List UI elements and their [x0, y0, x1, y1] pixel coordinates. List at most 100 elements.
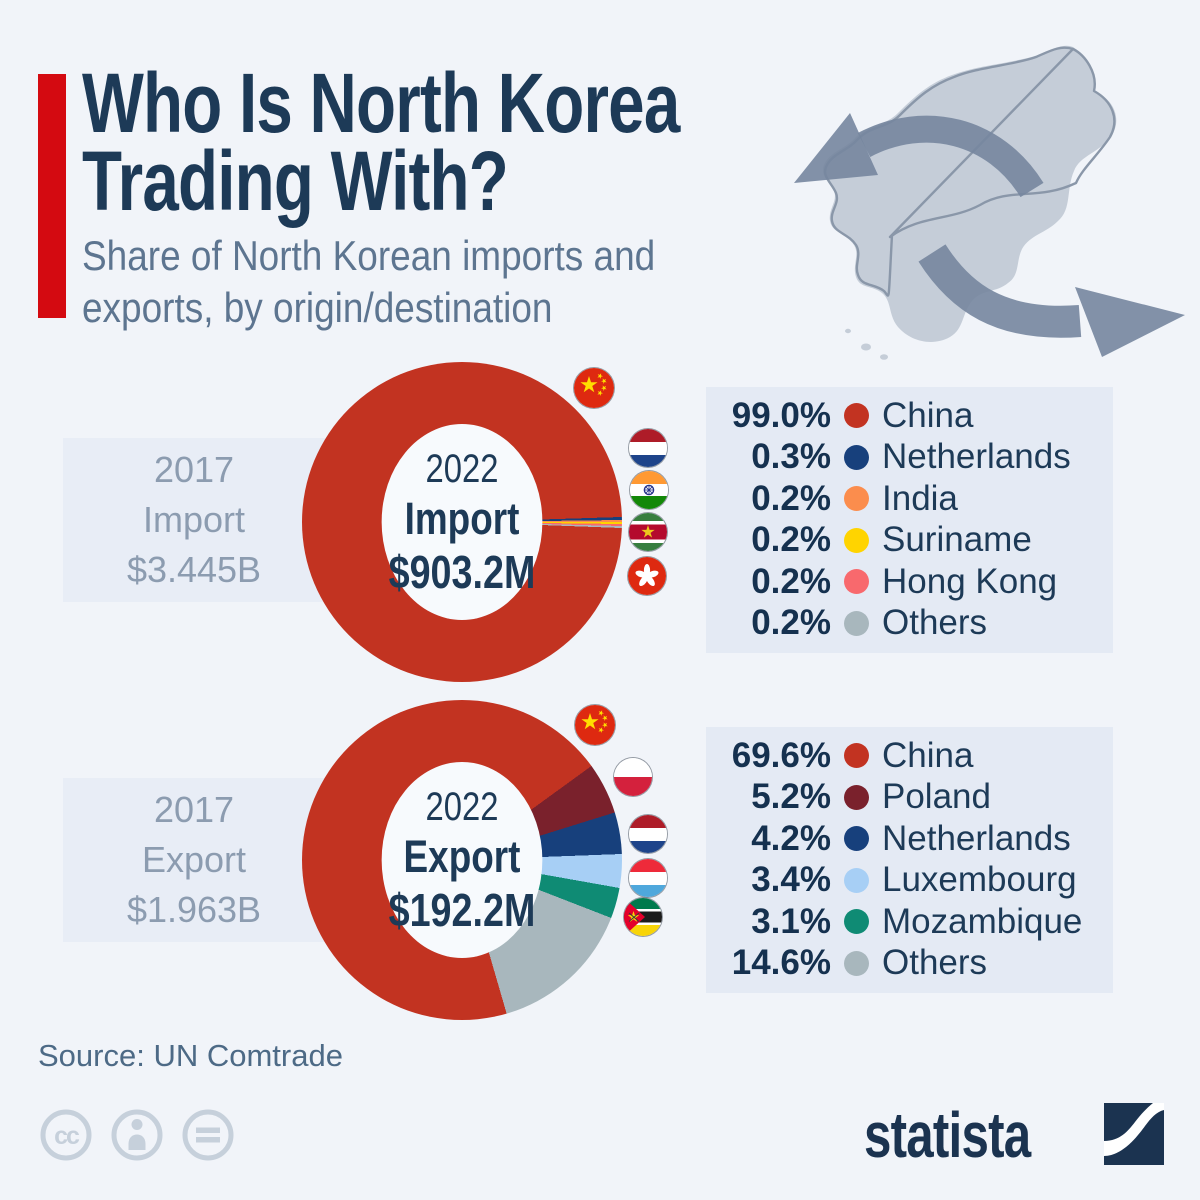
title-line-2: Trading With?	[82, 134, 509, 228]
flag-suriname-icon	[629, 513, 667, 551]
import-donut-center-label: 2022 Import $903.2M	[381, 424, 543, 620]
island-dot	[845, 328, 851, 334]
legend-label: Others	[882, 603, 988, 643]
flag-hong-kong-icon	[628, 557, 666, 595]
title-line-1: Who Is North Korea	[82, 56, 680, 150]
legend-dot	[844, 743, 869, 769]
legend-label: Hong Kong	[882, 561, 1058, 601]
import-legend-panel: 99.0% China 0.3% Netherlands 0.2% India …	[706, 387, 1113, 653]
subtitle-line-1: Share of North Korean imports and	[82, 232, 656, 279]
legend-pct: 4.2%	[751, 818, 831, 858]
legend-label: Poland	[882, 777, 991, 817]
legend-dot	[844, 610, 869, 636]
legend-pct: 99.0%	[731, 395, 831, 435]
export-donut-center-label: 2022 Export $192.2M	[381, 762, 543, 958]
legend-dot	[844, 909, 869, 935]
donut-flow: Export	[403, 831, 521, 882]
comparison-year: 2017	[153, 789, 235, 830]
legend-row: 3.4% Luxembourg	[706, 860, 1113, 902]
legend-dot	[844, 784, 869, 810]
donut-year: 2022	[425, 447, 499, 491]
legend-row: 0.2% Others	[706, 603, 1113, 645]
statista-wordmark: statista	[864, 1099, 1031, 1171]
donut-year: 2022	[425, 785, 499, 829]
subtitle-line-2: exports, by origin/destination	[82, 284, 553, 331]
legend-dot	[844, 950, 869, 976]
statista-logo-icon	[1104, 1103, 1164, 1165]
import-arrow-icon	[794, 113, 1044, 198]
legend-row: 99.0% China	[706, 395, 1113, 437]
island-dot	[880, 354, 888, 360]
no-derivatives-icon	[182, 1109, 234, 1161]
legend-pct: 3.1%	[751, 901, 831, 941]
legend-row: 3.1% Mozambique	[706, 901, 1113, 943]
legend-pct: 14.6%	[731, 943, 831, 983]
svg-text:cc: cc	[54, 1122, 80, 1150]
export-arrow-icon	[918, 244, 1185, 357]
flag-mozambique-icon	[624, 898, 662, 936]
comparison-total: $3.445B	[126, 549, 262, 590]
legend-row: 14.6% Others	[706, 943, 1113, 985]
comparison-year: 2017	[153, 449, 235, 490]
legend-dot	[844, 527, 869, 553]
comparison-total: $1.963B	[126, 889, 262, 930]
flag-china-icon	[575, 705, 615, 745]
legend-dot	[844, 826, 869, 852]
legend-pct: 0.2%	[751, 603, 831, 643]
flag-luxembourg-icon	[629, 859, 667, 897]
legend-label: Suriname	[882, 520, 1032, 560]
legend-label: Netherlands	[882, 437, 1071, 477]
legend-label: India	[882, 478, 958, 518]
legend-dot	[844, 867, 869, 893]
flag-china-icon	[574, 368, 614, 408]
import-donut-chart: 2022 Import $903.2M	[302, 362, 622, 682]
legend-label: Mozambique	[882, 901, 1083, 941]
legend-pct: 0.3%	[751, 437, 831, 477]
legend-label: China	[882, 735, 974, 775]
legend-pct: 0.2%	[751, 520, 831, 560]
flag-poland-icon	[614, 758, 652, 796]
donut-flow: Import	[404, 493, 520, 544]
island-dot	[861, 343, 871, 351]
accent-bar	[38, 74, 66, 318]
legend-row: 69.6% China	[706, 735, 1113, 777]
legend-dot	[844, 486, 869, 512]
legend-label: Luxembourg	[882, 860, 1077, 900]
legend-label: China	[882, 395, 974, 435]
source-note: Source: UN Comtrade	[38, 1038, 343, 1073]
legend-row: 5.2% Poland	[706, 777, 1113, 819]
legend-pct: 0.2%	[751, 478, 831, 518]
comparison-flow: Import	[142, 499, 246, 540]
export-2017-panel: 2017 Export $1.963B	[63, 778, 325, 942]
legend-row: 0.3% Netherlands	[706, 437, 1113, 479]
legend-label: Netherlands	[882, 818, 1071, 858]
flag-india-icon	[630, 471, 668, 509]
donut-total: $903.2M	[388, 546, 536, 598]
flag-netherlands-icon	[629, 815, 667, 853]
cc-icon	[40, 1109, 92, 1161]
attribution-icon	[111, 1109, 163, 1161]
export-donut-chart: 2022 Export $192.2M	[302, 700, 622, 1020]
legend-row: 0.2% Suriname	[706, 520, 1113, 562]
flag-netherlands-icon	[629, 429, 667, 467]
page-subtitle: Share of North Korean imports and export…	[82, 230, 655, 334]
legend-row: 0.2% India	[706, 478, 1113, 520]
legend-pct: 69.6%	[731, 735, 831, 775]
export-legend-panel: 69.6% China 5.2% Poland 4.2% Netherlands…	[706, 727, 1113, 993]
donut-total: $192.2M	[388, 884, 536, 936]
legend-row: 0.2% Hong Kong	[706, 561, 1113, 603]
creative-commons-icons: cc	[40, 1109, 234, 1161]
legend-dot	[844, 403, 869, 429]
korea-map-graphic	[794, 45, 1185, 360]
legend-pct: 3.4%	[751, 860, 831, 900]
import-2017-panel: 2017 Import $3.445B	[63, 438, 325, 602]
legend-dot	[844, 569, 869, 595]
legend-label: Others	[882, 943, 988, 983]
legend-row: 4.2% Netherlands	[706, 818, 1113, 860]
page-title: Who Is North Korea Trading With?	[82, 56, 680, 228]
comparison-flow: Export	[141, 839, 247, 880]
legend-pct: 0.2%	[751, 561, 831, 601]
legend-pct: 5.2%	[751, 777, 831, 817]
legend-dot	[844, 444, 869, 470]
